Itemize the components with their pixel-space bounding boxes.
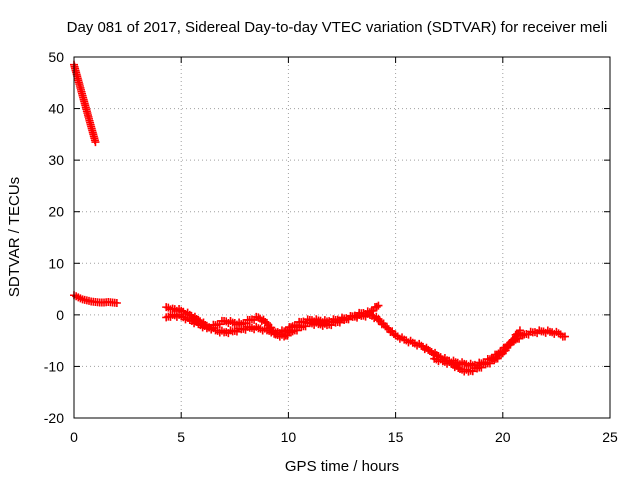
data-marks <box>70 60 569 376</box>
x-tick-label: 0 <box>70 429 78 445</box>
data-point-segment-3b <box>374 301 383 310</box>
data-point-segment-5 <box>493 354 502 363</box>
y-tick-label: 30 <box>48 152 64 168</box>
data-point-segment-5 <box>515 326 524 335</box>
y-axis-label: SDTVAR / TECUs <box>6 177 23 297</box>
x-tick-label: 15 <box>388 429 404 445</box>
data-point-segment-5 <box>510 335 519 344</box>
y-tick-label: 10 <box>48 255 64 271</box>
x-tick-label: 5 <box>177 429 185 445</box>
chart-title: Day 081 of 2017, Sidereal Day-to-day VTE… <box>67 19 608 36</box>
axis-ticks: 0 5 10 15 20 25 -20 -10 0 10 20 30 40 50 <box>44 49 618 445</box>
data-point-segment-4 <box>518 331 527 340</box>
data-point-segment-4 <box>374 316 383 325</box>
data-point-segment-5 <box>501 346 510 355</box>
x-tick-label: 20 <box>495 429 511 445</box>
x-tick-label: 10 <box>281 429 297 445</box>
data-point-segment-3b <box>372 302 381 311</box>
data-point-segment-4 <box>383 323 392 332</box>
data-point-segment-5 <box>454 363 463 372</box>
data-point-segment-2 <box>112 298 121 307</box>
y-tick-label: 0 <box>56 307 64 323</box>
y-tick-label: 20 <box>48 204 64 220</box>
y-tick-label: 50 <box>48 49 64 65</box>
data-point-segment-4 <box>560 332 569 341</box>
y-tick-label: 40 <box>48 101 64 117</box>
x-tick-label: 25 <box>602 429 618 445</box>
y-tick-label: -20 <box>44 410 64 426</box>
data-point-segment-1 <box>91 138 100 147</box>
x-axis-label: GPS time / hours <box>285 458 399 475</box>
plot-frame <box>73 56 611 419</box>
y-tick-label: -10 <box>44 358 64 374</box>
